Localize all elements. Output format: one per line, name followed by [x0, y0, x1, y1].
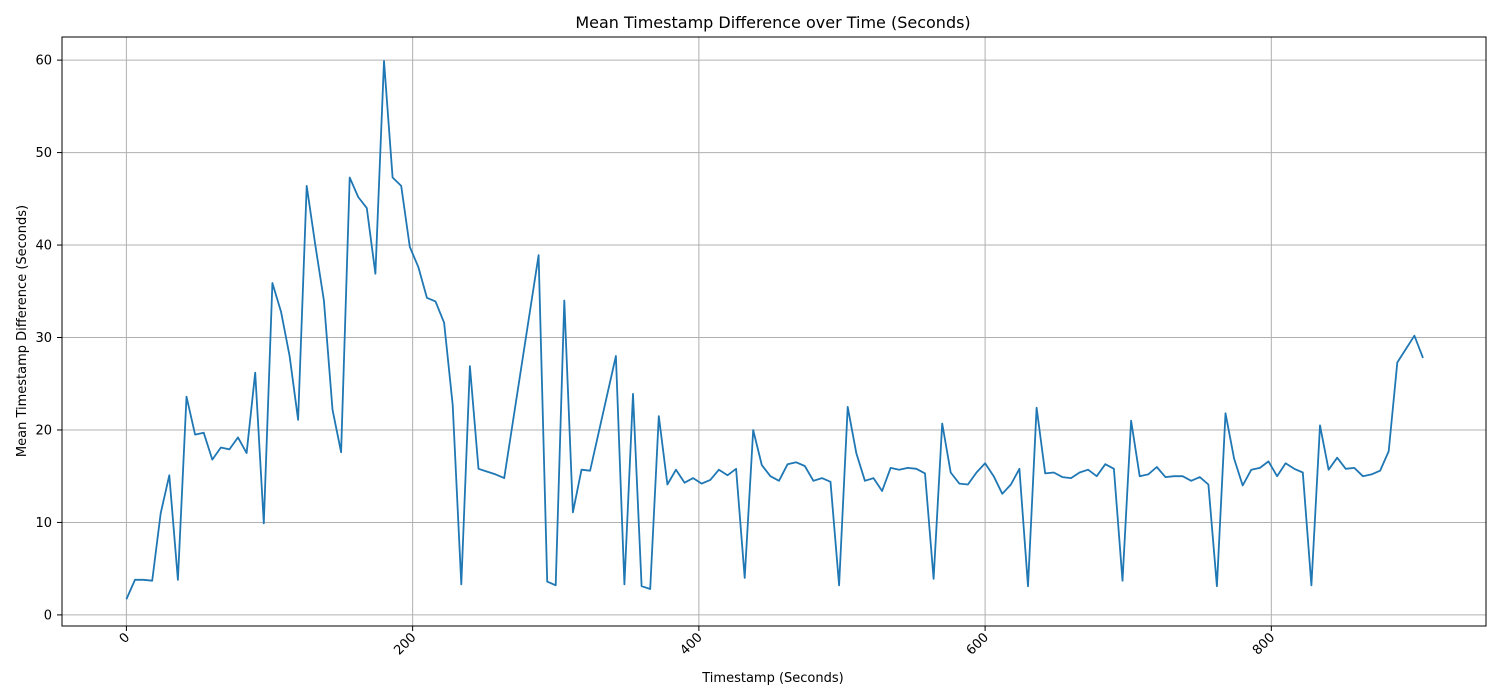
series-line — [125, 60, 1424, 600]
y-tick-label: 60 — [35, 54, 52, 69]
x-tick-label: 0 — [117, 630, 133, 646]
x-tick-label: 400 — [678, 630, 706, 658]
x-tick-label: 600 — [964, 630, 992, 658]
y-tick-label: 30 — [35, 331, 52, 346]
y-axis-label: Mean Timestamp Difference (Seconds) — [15, 205, 30, 457]
x-tick-label: 800 — [1250, 630, 1278, 658]
grid-layer — [62, 37, 1486, 626]
x-tick-label: 200 — [391, 630, 419, 658]
y-tick-label: 50 — [35, 146, 52, 161]
y-tick-label: 10 — [35, 516, 52, 531]
y-tick-label: 40 — [35, 239, 52, 254]
y-tick-label: 20 — [35, 423, 52, 438]
y-tick-label: 0 — [44, 608, 52, 623]
tick-layer: 0 200 400 600 800 0 10 20 30 40 50 60 — [35, 54, 1278, 659]
plot-frame — [61, 36, 1487, 627]
series-layer — [125, 60, 1424, 600]
x-axis-label: Timestamp (Seconds) — [701, 671, 843, 686]
chart-title: Mean Timestamp Difference over Time (Sec… — [575, 13, 970, 32]
